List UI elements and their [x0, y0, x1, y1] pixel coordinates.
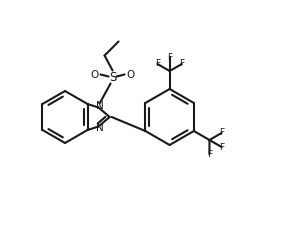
Text: F: F [155, 59, 160, 69]
Text: O: O [127, 69, 135, 80]
Text: F: F [219, 143, 224, 151]
Text: F: F [219, 128, 224, 137]
Text: N: N [96, 123, 104, 133]
Text: F: F [207, 150, 212, 159]
Text: S: S [109, 71, 116, 84]
Text: F: F [167, 52, 172, 62]
Text: F: F [179, 59, 184, 69]
Text: N: N [96, 101, 104, 111]
Text: O: O [90, 69, 99, 80]
